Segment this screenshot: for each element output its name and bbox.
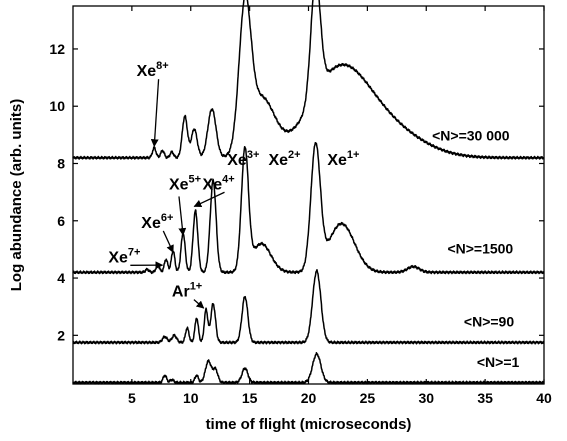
curve-label: <N>=1500 [447, 241, 513, 257]
x-tick-label: 30 [418, 390, 434, 406]
x-tick-label: 20 [301, 390, 317, 406]
ion-label: Xe3+ [227, 149, 259, 169]
y-axis-ticks: 2 4 6 8 10 12 [49, 41, 544, 343]
curve-labels: <N>=30 000 <N>=1500 <N>=90 <N>=1 [432, 128, 519, 370]
x-tick-label: 10 [183, 390, 199, 406]
series-line [72, 142, 545, 275]
ion-arrow [178, 196, 187, 236]
x-tick-label: 25 [360, 390, 376, 406]
y-axis-label: Log abundance (arb. units) [8, 99, 25, 292]
x-tick-label: 5 [128, 390, 136, 406]
ion-label: Ar1+ [172, 281, 202, 301]
x-tick-label: 15 [242, 390, 258, 406]
curve-label: <N>=90 [464, 314, 514, 330]
ion-label: Xe1+ [327, 149, 359, 169]
ion-annotations: Xe8+ Xe3+ Xe2+ Xe1+ Xe5+ Xe4+ Xe6+Xe7+ Ar1+ [108, 60, 359, 309]
y-tick-label: 10 [49, 98, 65, 114]
ion-label: Xe7+ [108, 246, 140, 266]
y-tick-label: 6 [57, 213, 65, 229]
y-tick-label: 4 [57, 270, 65, 286]
ion-label: Xe5+ [169, 173, 201, 193]
series-curves [72, 0, 545, 385]
y-tick-label: 12 [49, 41, 65, 57]
curve-label: <N>=1 [477, 354, 520, 370]
y-tick-label: 2 [57, 327, 65, 343]
curve-label: <N>=30 000 [432, 128, 510, 144]
series-line [72, 0, 545, 160]
x-tick-label: 35 [477, 390, 493, 406]
ion-arrow [193, 299, 205, 309]
x-tick-label: 40 [536, 390, 552, 406]
ion-label: Xe4+ [203, 173, 235, 193]
x-axis-ticks: 5 10 15 20 25 30 35 40 [128, 6, 552, 406]
x-axis-label: time of flight (microseconds) [206, 416, 412, 433]
ion-arrow [162, 230, 174, 253]
ion-arrow [193, 191, 225, 208]
ion-label: Xe2+ [268, 149, 300, 169]
ion-arrow [150, 79, 160, 148]
y-tick-label: 8 [57, 156, 65, 172]
ion-label: Xe6+ [141, 212, 173, 232]
series-line [72, 269, 545, 345]
ion-label: Xe8+ [137, 60, 169, 80]
